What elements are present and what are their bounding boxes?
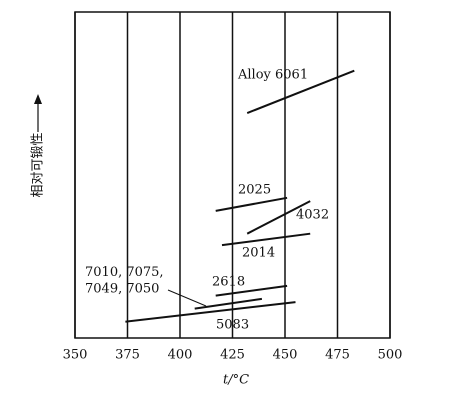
series-label: 4032 bbox=[296, 208, 329, 223]
series-line bbox=[246, 200, 311, 235]
x-tick-label: 350 bbox=[63, 348, 88, 363]
y-axis-label: 相对可锻性 bbox=[31, 132, 46, 197]
series-label: 2618 bbox=[212, 275, 245, 290]
series-line bbox=[125, 301, 296, 323]
series-line bbox=[221, 232, 311, 247]
series-line bbox=[246, 69, 355, 114]
y-axis-arrow bbox=[34, 94, 42, 132]
series-label: 2025 bbox=[238, 183, 271, 198]
series-line bbox=[215, 196, 288, 212]
x-axis-label: t/°C bbox=[223, 373, 249, 388]
series-line bbox=[194, 297, 263, 310]
series-label: Alloy 6061 bbox=[237, 68, 308, 83]
x-tick-label: 425 bbox=[220, 348, 245, 363]
series-label: 5083 bbox=[216, 318, 249, 333]
x-tick-label: 450 bbox=[273, 348, 298, 363]
series-label: 2014 bbox=[242, 246, 275, 261]
x-tick-label: 475 bbox=[325, 348, 350, 363]
x-tick-label: 500 bbox=[378, 348, 403, 363]
series-line bbox=[215, 284, 288, 297]
series-label: 7010, 7075, 7049, 7050 bbox=[85, 265, 164, 296]
leader-line bbox=[167, 289, 207, 307]
x-tick-label: 400 bbox=[168, 348, 193, 363]
x-tick-label: 375 bbox=[115, 348, 140, 363]
